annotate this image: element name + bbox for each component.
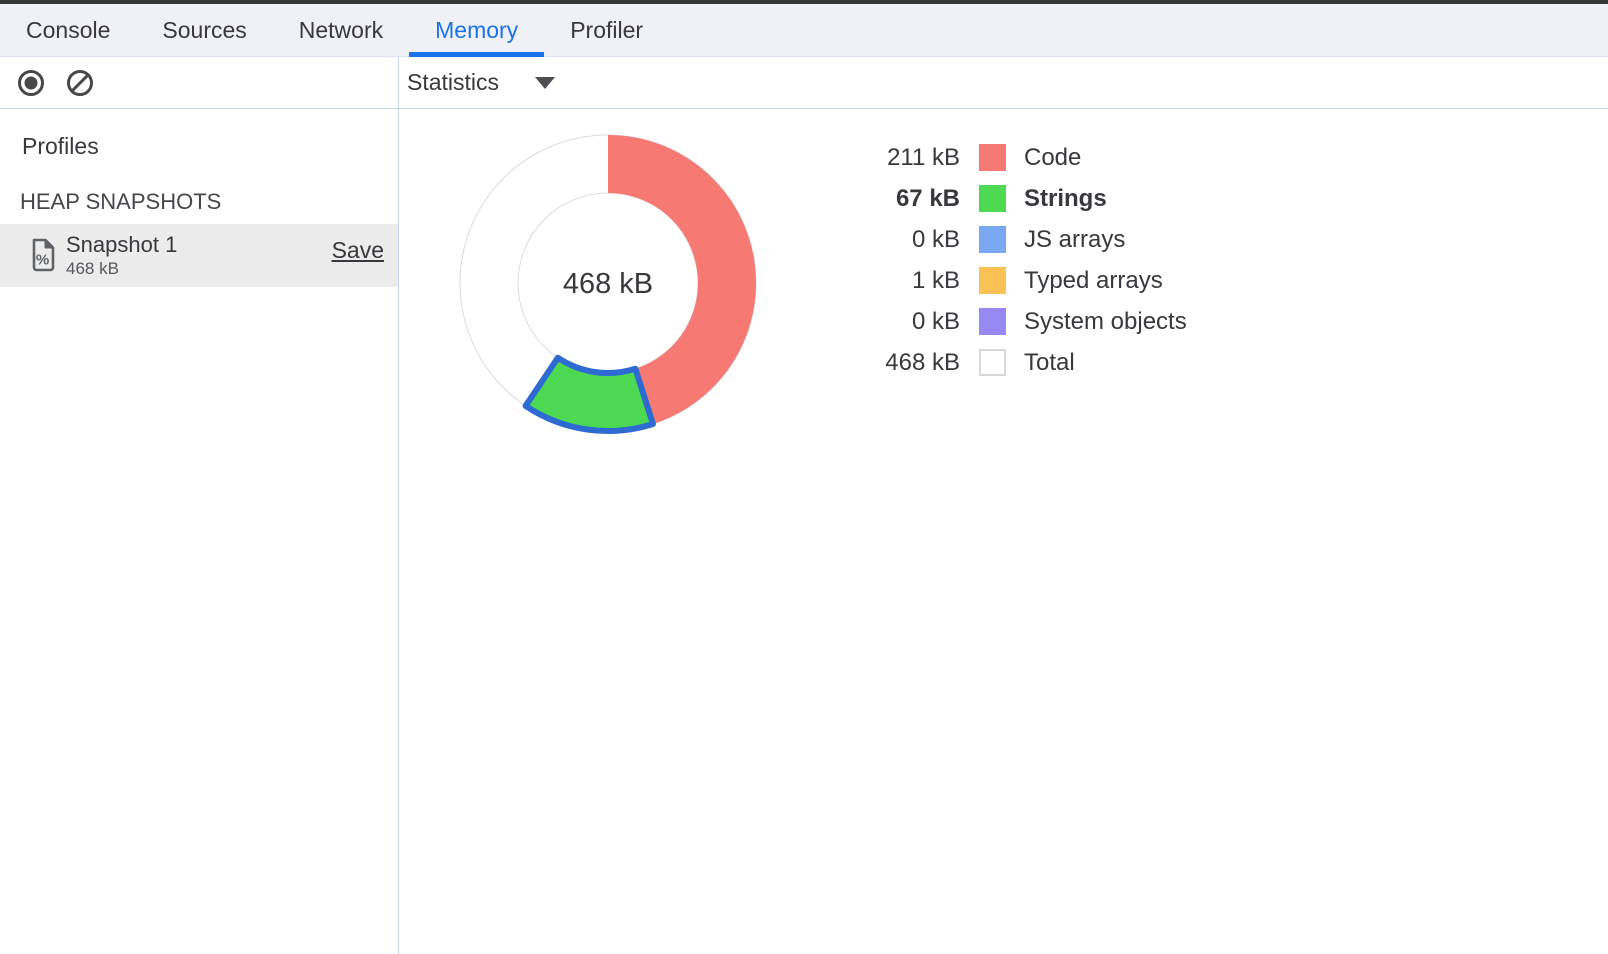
tab-network[interactable]: Network [298, 16, 384, 43]
typed-arrays-swatch [979, 267, 1006, 294]
strings-swatch [979, 185, 1006, 212]
code-swatch [979, 144, 1006, 171]
heap-snapshot-file-icon: % [32, 238, 55, 272]
profiles-sidebar: Profiles HEAP SNAPSHOTS % Snapshot 1 468… [0, 109, 398, 954]
save-snapshot-link[interactable]: Save [331, 237, 384, 263]
snapshot-title: Snapshot 1 [66, 232, 178, 257]
legend-label: Typed arrays [1024, 266, 1163, 294]
legend-value: 0 kB [911, 307, 960, 335]
view-toolbar: Statistics [399, 57, 1608, 109]
legend-row-system-objects[interactable]: 0 kB System objects [850, 301, 1187, 342]
legend-value: 1 kB [911, 266, 960, 294]
system-objects-swatch [979, 308, 1006, 335]
sidebar-divider[interactable] [398, 57, 399, 954]
record-heap-snapshot-icon[interactable] [17, 69, 45, 97]
tab-profiler[interactable]: Profiler [570, 16, 644, 43]
legend-label: JS arrays [1024, 225, 1126, 253]
legend-label: System objects [1024, 307, 1187, 335]
legend-row-js-arrays[interactable]: 0 kB JS arrays [850, 219, 1187, 260]
legend-row-strings[interactable]: 67 kB Strings [850, 178, 1187, 219]
window-top-edge [0, 0, 1608, 4]
slice-code[interactable] [608, 135, 757, 424]
donut-center-total: 468 kB [563, 268, 653, 300]
legend-label: Strings [1024, 184, 1107, 212]
tab-sources[interactable]: Sources [162, 16, 247, 43]
profiles-toolbar [0, 57, 399, 109]
legend-value: 211 kB [887, 143, 960, 171]
total-swatch [979, 349, 1006, 376]
tab-memory[interactable]: Memory [409, 4, 545, 57]
chevron-down-icon [535, 76, 556, 89]
perspective-select[interactable]: Statistics [407, 69, 556, 96]
perspective-select-value: Statistics [407, 69, 500, 95]
legend-value: 0 kB [911, 225, 960, 253]
legend-row-typed-arrays[interactable]: 1 kB Typed arrays [850, 260, 1187, 301]
chart-legend: 211 kB Code 67 kB Strings 0 kB JS arrays… [850, 137, 1187, 383]
snapshot-list-item[interactable]: % Snapshot 1 468 kB Save [0, 224, 398, 287]
profiles-heading: Profiles [22, 133, 99, 159]
js-arrays-swatch [979, 226, 1006, 253]
legend-value: 67 kB [895, 184, 960, 212]
legend-row-code[interactable]: 211 kB Code [850, 137, 1187, 178]
slice-strings[interactable] [522, 354, 656, 434]
legend-label: Total [1024, 348, 1075, 376]
statistics-view: 468 kB 211 kB Code 67 kB Strings 0 kB JS… [399, 110, 1608, 954]
legend-value: 468 kB [885, 348, 960, 376]
heap-statistics-donut-chart[interactable]: 468 kB [438, 113, 778, 453]
heap-snapshots-section-heading: HEAP SNAPSHOTS [20, 189, 222, 214]
svg-text:%: % [36, 252, 49, 269]
snapshot-size: 468 kB [66, 259, 119, 278]
legend-label: Code [1024, 143, 1082, 171]
tab-console[interactable]: Console [26, 16, 111, 43]
panel-tabbar: Console Sources Network Memory Profiler [0, 4, 1608, 57]
clear-profiles-icon[interactable] [66, 69, 94, 97]
legend-row-total[interactable]: 468 kB Total [850, 342, 1187, 383]
